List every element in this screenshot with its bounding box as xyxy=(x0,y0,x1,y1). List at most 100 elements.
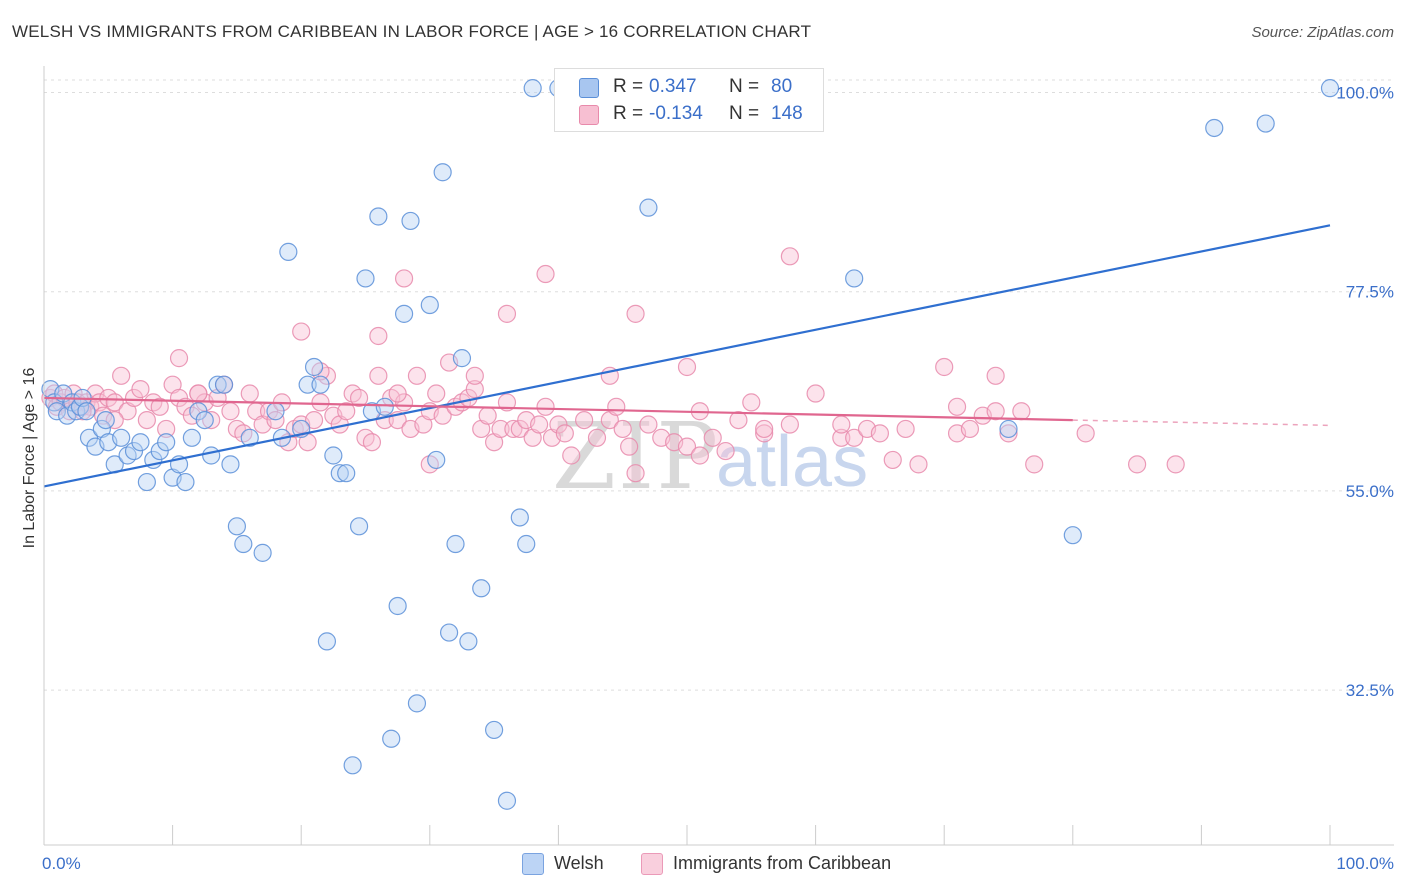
caribbean-point-103 xyxy=(780,415,799,434)
welsh-point-55 xyxy=(382,729,401,748)
trend-lines xyxy=(43,224,1331,488)
welsh-point-40 xyxy=(279,242,298,261)
caribbean-point-136 xyxy=(607,397,626,416)
caribbean-point-75 xyxy=(491,419,510,439)
caribbean-point-116 xyxy=(986,366,1005,385)
welsh-point-66 xyxy=(459,632,478,651)
welsh-point-19 xyxy=(131,433,150,452)
caribbean-point-23 xyxy=(157,419,176,439)
caribbean-point-111 xyxy=(909,455,928,474)
caribbean-point-101 xyxy=(742,393,761,412)
welsh-point-53 xyxy=(369,207,388,226)
caribbean-point-22 xyxy=(150,397,169,416)
y-axis-label: In Labor Force | Age > 16 xyxy=(21,368,38,549)
caribbean-point-122 xyxy=(626,304,645,323)
caribbean-point-88 xyxy=(587,428,607,447)
welsh-point-20 xyxy=(137,472,156,492)
welsh-point-68 xyxy=(485,720,504,740)
caribbean-point-47 xyxy=(311,393,330,412)
caribbean-point-98 xyxy=(703,428,722,447)
welsh-point-74 xyxy=(639,198,658,217)
welsh-point-56 xyxy=(388,596,407,616)
caribbean-point-33 xyxy=(221,402,240,421)
welsh-point-54 xyxy=(375,397,394,416)
y-tick-label-2: 77.5% xyxy=(1346,283,1394,302)
caribbean-point-85 xyxy=(555,424,574,443)
welsh-trend-line xyxy=(43,224,1331,488)
caribbean-point-102 xyxy=(755,424,774,443)
caribbean-trend-line-extension xyxy=(1072,419,1331,427)
caribbean-point-133 xyxy=(189,384,208,403)
welsh-point-59 xyxy=(407,694,427,713)
welsh-point-31 xyxy=(208,375,227,394)
caribbean-point-105 xyxy=(832,428,851,447)
caribbean-point-106 xyxy=(845,428,864,447)
welsh-point-64 xyxy=(446,534,465,554)
chart-title: WELSH VS IMMIGRANTS FROM CARIBBEAN IN LA… xyxy=(12,22,812,41)
welsh-point-37 xyxy=(253,543,272,562)
welsh-point-50 xyxy=(349,517,369,536)
welsh-point-79 xyxy=(1205,118,1224,138)
legend-r-label: R = xyxy=(613,103,644,124)
caribbean-point-120 xyxy=(394,269,414,288)
welsh-point-23 xyxy=(157,433,176,452)
caribbean-point-144 xyxy=(1127,455,1147,474)
caribbean-point-142 xyxy=(986,402,1005,421)
welsh-point-33 xyxy=(221,455,240,474)
caribbean-point-46 xyxy=(304,410,324,430)
caribbean-point-55 xyxy=(362,433,382,452)
welsh-point-51 xyxy=(356,269,375,288)
welsh-point-26 xyxy=(176,472,195,492)
x-tick-label-max: 100.0% xyxy=(1336,854,1394,873)
caribbean-point-86 xyxy=(562,446,581,465)
welsh-point-29 xyxy=(195,410,214,430)
caribbean-point-100 xyxy=(729,410,748,430)
welsh-point-44 xyxy=(311,375,330,394)
welsh-point-46 xyxy=(324,446,343,465)
caribbean-point-104 xyxy=(806,384,825,403)
caribbean-point-20 xyxy=(137,410,156,430)
caribbean-point-73 xyxy=(478,406,497,425)
welsh-point-62 xyxy=(433,163,452,182)
welsh-point-80 xyxy=(1256,114,1275,133)
welsh-point-65 xyxy=(452,349,472,368)
bottom-legend-label-welsh: Welsh xyxy=(554,853,604,873)
caribbean-point-96 xyxy=(677,437,697,456)
welsh-point-70 xyxy=(510,508,529,527)
caribbean-point-77 xyxy=(504,419,523,439)
welsh-point-9 xyxy=(77,402,96,421)
welsh-point-35 xyxy=(234,534,253,554)
caribbean-point-129 xyxy=(677,357,697,377)
caribbean-point-123 xyxy=(780,247,799,266)
legend-n-label: N = xyxy=(729,103,760,124)
legend-r-value: -0.134 xyxy=(649,103,703,124)
welsh-point-61 xyxy=(427,450,446,470)
caribbean-point-90 xyxy=(613,419,632,439)
series-welsh-points xyxy=(41,79,1340,810)
caribbean-point-121 xyxy=(536,264,555,284)
caribbean-trend-line xyxy=(43,396,1073,422)
welsh-point-27 xyxy=(182,428,201,447)
welsh-point-57 xyxy=(394,304,414,323)
legend-swatch-caribbean xyxy=(579,105,599,125)
caribbean-point-119 xyxy=(1025,455,1044,474)
caribbean-point-16 xyxy=(112,366,131,385)
y-tick-label-3: 100.0% xyxy=(1336,84,1394,103)
caribbean-point-97 xyxy=(690,446,709,465)
caribbean-point-71 xyxy=(465,380,484,399)
caribbean-point-36 xyxy=(240,384,259,403)
welsh-point-81 xyxy=(1320,79,1340,98)
caribbean-point-143 xyxy=(1076,424,1095,443)
welsh-point-38 xyxy=(266,402,285,421)
axes xyxy=(43,66,1394,846)
welsh-point-78 xyxy=(1063,526,1082,545)
bottom-legend-swatch-welsh xyxy=(522,853,544,875)
caribbean-point-110 xyxy=(896,419,915,439)
caribbean-point-145 xyxy=(1166,455,1185,474)
welsh-point-34 xyxy=(227,517,246,536)
welsh-point-36 xyxy=(240,428,259,447)
caribbean-point-82 xyxy=(536,397,555,416)
caribbean-point-51 xyxy=(337,402,356,421)
caribbean-point-65 xyxy=(427,384,446,403)
legend-swatch-welsh xyxy=(579,78,599,98)
